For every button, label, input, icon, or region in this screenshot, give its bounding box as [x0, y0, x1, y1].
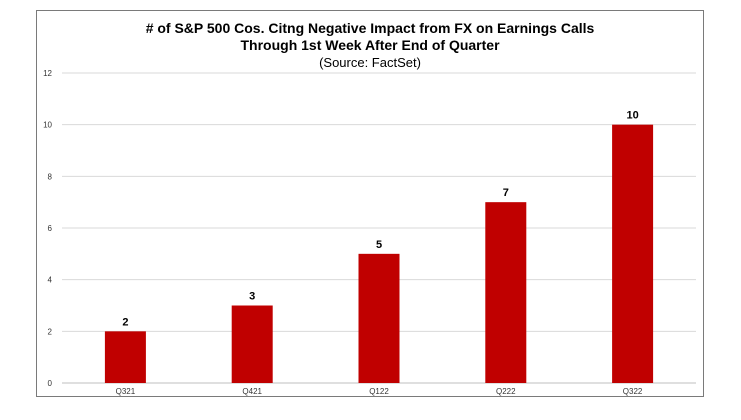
data-label: 2 — [122, 316, 128, 328]
x-tick-label: Q322 — [623, 387, 643, 396]
y-tick-label: 12 — [43, 69, 52, 78]
y-tick-label: 0 — [48, 379, 53, 388]
bar — [231, 305, 273, 383]
chart-subtitle: Through 1st Week After End of Quarter — [240, 37, 500, 53]
bar — [104, 331, 146, 383]
data-label: 5 — [376, 239, 382, 251]
bar — [612, 124, 654, 384]
y-tick-label: 8 — [48, 172, 53, 181]
y-tick-label: 10 — [43, 121, 52, 130]
chart-source: (Source: FactSet) — [319, 55, 421, 70]
x-tick-label: Q421 — [242, 387, 262, 396]
x-tick-label: Q222 — [496, 387, 516, 396]
bar — [485, 202, 527, 383]
data-label: 7 — [503, 187, 509, 199]
y-tick-label: 4 — [48, 276, 53, 285]
data-label: 3 — [249, 291, 255, 303]
chart-title-block: # of S&P 500 Cos. Citng Negative Impact … — [36, 20, 704, 71]
y-tick-label: 6 — [48, 224, 53, 233]
x-tick-label: Q321 — [116, 387, 136, 396]
x-tick-label: Q122 — [369, 387, 389, 396]
y-tick-label: 2 — [48, 327, 53, 336]
bar — [358, 253, 400, 383]
data-label: 10 — [626, 110, 638, 122]
chart-title: # of S&P 500 Cos. Citng Negative Impact … — [145, 20, 595, 36]
